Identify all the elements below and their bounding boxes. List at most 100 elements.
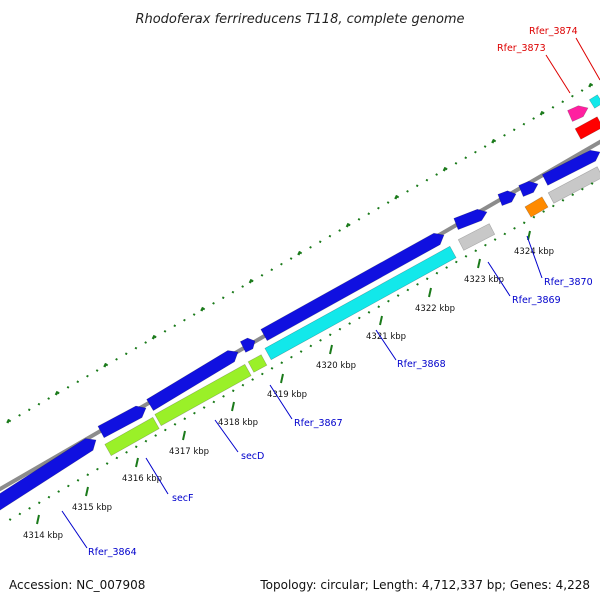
- outer-minor-tick: [474, 150, 477, 154]
- outer-minor-tick: [377, 206, 380, 210]
- inner-minor-tick: [212, 400, 216, 404]
- kbp-major-tick: [329, 344, 333, 355]
- inner-minor-tick: [115, 456, 119, 460]
- outer-minor-tick: [318, 240, 322, 244]
- inner-minor-tick: [484, 243, 487, 247]
- outer-minor-tick: [105, 363, 109, 367]
- outer-minor-tick: [154, 335, 157, 339]
- outer-minor-tick: [8, 419, 12, 423]
- gene-labels: Rfer_3864 secF secD Rfer_3867 Rfer_3868 Rfer_…: [61, 26, 600, 558]
- outer-minor-tick: [27, 408, 31, 412]
- gene-leader-line: [575, 37, 600, 81]
- inner-minor-tick: [474, 249, 478, 253]
- inner-minor-tick: [105, 462, 109, 465]
- inner-minor-tick: [416, 283, 419, 286]
- outer-minor-tick: [338, 229, 341, 232]
- outer-minor-tick: [435, 173, 438, 176]
- inner-minor-tick: [86, 473, 90, 477]
- feature-tracks: [0, 94, 600, 511]
- gene-label: Rfer_3870: [544, 277, 593, 288]
- outer-minor-tick: [541, 111, 545, 115]
- cds-red: [574, 116, 600, 140]
- inner-minor-tick: [173, 423, 177, 426]
- cds-lime-1: [104, 416, 160, 457]
- inner-minor-tick: [338, 327, 342, 331]
- outer-minor-tick: [192, 313, 196, 316]
- inner-minor-tick: [241, 383, 245, 387]
- inner-minor-tick: [183, 417, 187, 421]
- outer-minor-tick: [280, 262, 283, 266]
- kbp-label: 4323 kbp: [464, 275, 504, 285]
- inner-minor-tick: [425, 277, 429, 281]
- gene-leader-line: [545, 54, 571, 94]
- cds-Rfer_3874: [588, 94, 600, 109]
- outer-minor-tick: [444, 167, 448, 171]
- inner-minor-tick: [193, 411, 196, 415]
- outer-minor-tick: [464, 156, 468, 160]
- kbp-label: 4317 kbp: [169, 447, 209, 457]
- outer-minor-tick: [47, 397, 50, 400]
- gene-label: Rfer_3868: [397, 359, 446, 370]
- outer-minor-tick: [18, 414, 21, 417]
- gene-label: Rfer_3867: [294, 418, 343, 429]
- outer-minor-tick: [571, 94, 574, 98]
- outer-minor-tick: [270, 268, 274, 272]
- outer-minor-tick: [493, 139, 497, 143]
- kbp-label: 4318 kbp: [218, 418, 258, 428]
- outer-minor-tick: [396, 195, 400, 199]
- cds-Rfer_3868: [260, 232, 445, 342]
- outer-major-tick: [442, 166, 447, 172]
- gene-label: Rfer_3864: [88, 547, 137, 558]
- inner-minor-tick: [134, 445, 138, 449]
- outer-major-tick: [588, 82, 593, 88]
- gene-label: Rfer_3874: [529, 26, 578, 37]
- inner-minor-tick: [387, 299, 390, 303]
- outer-minor-tick: [580, 89, 584, 92]
- cds-Rfer_3870-a: [497, 190, 517, 207]
- inner-minor-tick: [280, 361, 284, 365]
- outer-minor-tick: [231, 290, 235, 294]
- inner-minor-tick: [328, 333, 332, 337]
- outer-major-tick: [6, 418, 11, 424]
- outer-minor-tick: [163, 330, 167, 333]
- outer-minor-tick: [134, 346, 138, 350]
- outer-minor-tick: [250, 279, 254, 283]
- outer-minor-tick: [95, 369, 99, 372]
- outer-minor-tick: [309, 246, 312, 249]
- cds-Rfer_3873: [567, 105, 589, 122]
- outer-minor-tick: [590, 83, 594, 87]
- outer-minor-tick: [386, 201, 390, 204]
- inner-minor-tick: [522, 221, 526, 225]
- outer-minor-tick: [57, 391, 60, 395]
- inner-minor-tick: [406, 288, 410, 292]
- inner-minor-tick: [445, 266, 448, 269]
- outer-minor-tick: [406, 190, 409, 193]
- outer-minor-tick: [260, 274, 264, 277]
- outer-minor-tick: [532, 117, 535, 120]
- inner-minor-tick: [396, 294, 400, 297]
- outer-major-tick: [297, 250, 302, 256]
- cds-Rfer_3869-fwd: [453, 208, 488, 230]
- gene-leader-line: [145, 457, 169, 495]
- gene-label: secF: [172, 493, 193, 504]
- cds-lime-2: [154, 363, 252, 427]
- inner-minor-tick: [542, 210, 545, 213]
- kbp-label: 4319 kbp: [267, 390, 307, 400]
- inner-minor-tick: [164, 428, 167, 432]
- outer-minor-tick: [221, 296, 225, 300]
- outer-minor-tick: [367, 212, 371, 216]
- kbp-major-tick: [182, 430, 186, 441]
- outer-minor-tick: [241, 285, 244, 288]
- inner-minor-tick: [260, 372, 264, 376]
- inner-minor-tick: [231, 389, 235, 393]
- kbp-labels: 4314 kbp 4315 kbp 4316 kbp 4317 kbp 4318 kbp…: [23, 247, 554, 541]
- inner-minor-tick: [202, 406, 206, 409]
- outer-minor-tick: [512, 128, 516, 132]
- inner-minor-tick: [67, 484, 70, 488]
- outer-minor-tick: [289, 257, 293, 260]
- inner-minor-tick: [454, 260, 458, 264]
- inner-minor-tick: [37, 501, 41, 505]
- inner-minor-tick: [581, 187, 584, 191]
- inner-minor-tick: [357, 316, 361, 320]
- outer-minor-tick: [347, 223, 351, 227]
